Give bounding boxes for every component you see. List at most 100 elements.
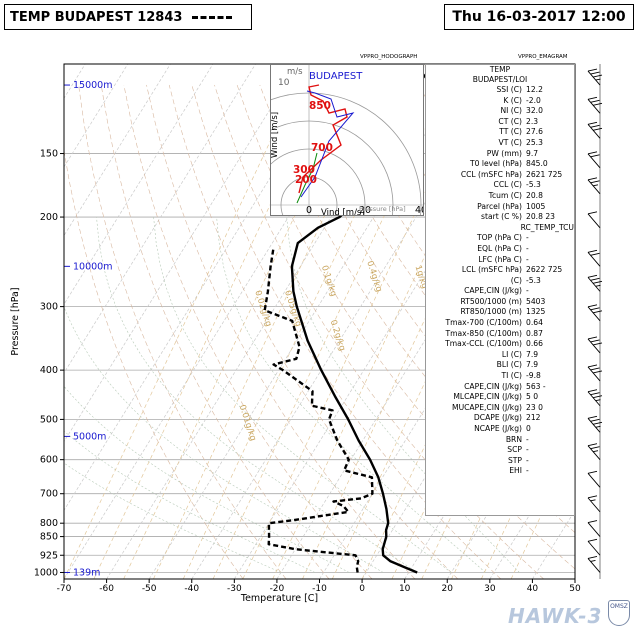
info-row-value: 0.64 [526, 318, 543, 328]
info-row-value: 2.3 [526, 116, 539, 126]
hodo-level-label: 850 [309, 100, 331, 112]
wind-barb [587, 68, 603, 86]
dry-adiabat-line [214, 84, 544, 579]
x-tick-label: -60 [99, 584, 114, 594]
omsz-logo: OMSZ [608, 600, 630, 626]
isotherm-line [64, 64, 256, 374]
hodograph-label: VPPRO_HODOGRAPH [360, 54, 418, 60]
info-row-label: (C) [510, 275, 522, 285]
info-row-value: 845.0 [526, 159, 548, 169]
info-row-label: T0 level (hPa) [470, 159, 522, 169]
wind-barb [587, 121, 603, 139]
mixing-ratio-line [272, 64, 516, 579]
info-row-label: NI (C) [500, 106, 522, 116]
mixing-ratio-label: 0.1g/kg [319, 264, 338, 298]
dry-adiabat-line [168, 84, 459, 579]
info-row: EHI - [426, 466, 574, 477]
wind-barbs [587, 64, 603, 579]
wind-barb [587, 211, 601, 229]
wind-barb [587, 495, 601, 513]
info-row-label: CAPE,CIN (J/kg) [464, 286, 522, 296]
x-tick-label: 40 [527, 584, 539, 594]
hodo-trace-red [298, 84, 348, 194]
mixing-ratio-line [302, 64, 546, 579]
info-row: CAPE,CIN (J/kg) - [426, 286, 574, 297]
wind-barb [587, 556, 601, 573]
moist-adiabat-line [153, 217, 452, 573]
info-row-label: PW (mm) [486, 148, 522, 158]
info-row-label: RT850/1000 (m) [460, 307, 522, 317]
barb-staff [587, 497, 601, 513]
info-header-line: BUDAPEST/LOI [472, 75, 528, 84]
info-row-value: - [526, 434, 529, 444]
wind-barb [587, 151, 601, 169]
mixing-ratio-line [212, 64, 457, 579]
barb-feather [587, 249, 598, 253]
height-label: 15000m [73, 80, 112, 91]
info-row: CCL (mSFC hPa) 2621 725 [426, 170, 574, 181]
info-row-label: NCAPE (J/kg) [474, 424, 522, 433]
hodo-level-label: 200 [295, 174, 317, 186]
info-row-value: -2.0 [526, 95, 541, 105]
info-row: MUCAPE,CIN (J/kg) 23 0 [426, 403, 574, 414]
info-row: VT (C) 25.3 [426, 138, 574, 149]
info-row-label: DCAPE (J/kg) [473, 413, 522, 423]
barb-feather [590, 367, 600, 371]
isotherm-line [148, 64, 469, 579]
moist-adiabat-line [286, 217, 520, 573]
info-row-value: 5 0 [526, 392, 539, 402]
info-row-value: 1005 [526, 201, 546, 211]
info-row: K (C) -2.0 [426, 96, 574, 107]
info-row-label: BRN [505, 434, 522, 444]
moist-adiabat-line [64, 306, 384, 573]
hodograph-panel: 1020304002040Vind [m/s]Wind [m/s]m/sPres… [194, 64, 427, 318]
barb-staff [587, 473, 601, 488]
info-row-label: CAPE,CIN (J/kg) [464, 381, 522, 391]
hawk-logo: HAWK-3 [508, 604, 603, 628]
dry-adiabat-line [78, 84, 287, 579]
wind-barb [587, 520, 601, 537]
mixing-ratio-line [64, 64, 307, 579]
info-row: CCL (C) -5.3 [426, 180, 574, 191]
info-row-label: STP [507, 455, 522, 465]
x-tick-label: 20 [442, 584, 454, 594]
y-tick-label: 925 [40, 550, 58, 561]
info-row: Tmax-850 (C/100m) 0.87 [426, 329, 574, 340]
isotherm-line [191, 64, 512, 579]
info-row-value: 2621 725 [526, 169, 563, 179]
info-row: Tcum (C) 20.8 [426, 191, 574, 202]
info-row: Tmax-CCL (C/100m) 0.66 [426, 339, 574, 350]
hodo-trace-green [296, 152, 318, 204]
barb-staff [587, 417, 601, 433]
barb-feather [590, 339, 600, 343]
barb-feather [592, 370, 603, 374]
isotherm-line [0, 64, 43, 579]
barb-staff [587, 98, 601, 114]
wind-barb [587, 177, 601, 195]
barb-feather [587, 520, 598, 524]
barb-feather [587, 389, 598, 393]
barb-feather [587, 415, 598, 419]
barb-feather [587, 470, 598, 474]
emagram-label: VPPRO_EMAGRAM [518, 54, 568, 60]
info-row-label: CT (C) [498, 116, 522, 126]
info-row-value: 9.7 [526, 148, 539, 158]
barb-half-feather [590, 560, 596, 562]
isotherm-line [574, 578, 575, 579]
height-label: 139m [73, 567, 100, 578]
info-row-label: BLI (C) [496, 360, 522, 370]
info-row: MLCAPE,CIN (J/kg) 5 0 [426, 392, 574, 403]
mixing-ratio-line [182, 64, 427, 579]
mixing-ratio-label: 0.4g/kg [364, 260, 383, 294]
info-row: PW (mm) 9.7 [426, 149, 574, 160]
barb-feather [587, 121, 598, 125]
info-row: start (C %) 20.8 23 [426, 212, 574, 223]
x-tick-label: -30 [227, 584, 242, 594]
info-row-value: -9.8 [526, 371, 541, 381]
wind-barb [587, 274, 603, 292]
info-row-value: - [526, 466, 529, 476]
dry-adiabat-line [146, 84, 416, 579]
y-tick-label: 150 [40, 149, 58, 160]
dry-adiabat-line [64, 147, 244, 579]
barb-staff [587, 366, 601, 382]
